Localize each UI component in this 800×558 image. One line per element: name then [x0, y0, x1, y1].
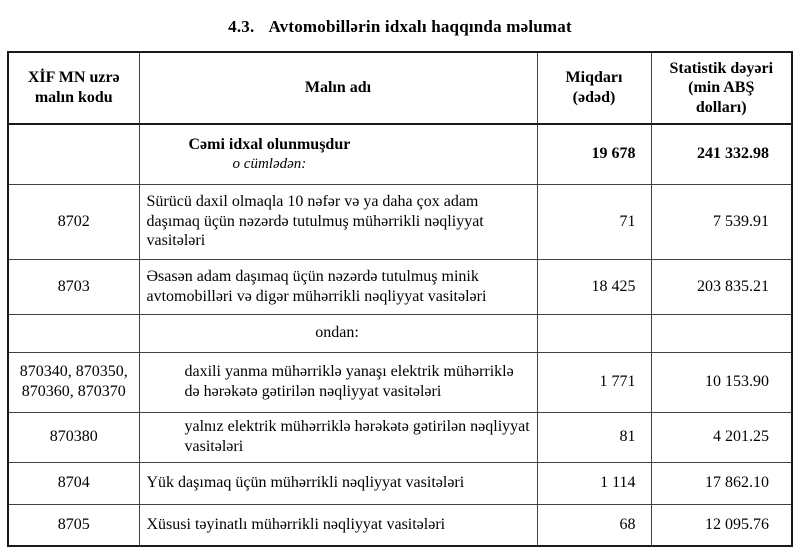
total-sublabel: o cümlədən: — [232, 155, 307, 172]
cell-value: 203 835.21 — [650, 258, 793, 315]
total-label-group: Cəmi idxal olunmuşdur o cümlədən: — [189, 135, 351, 173]
header-value-column: Statistik dəyəri (min ABŞ dolları) — [650, 51, 793, 125]
table-row-8702: 8702 Sürücü daxil olmaqla 10 nəfər və ya… — [7, 183, 793, 260]
cell-value: 241 332.98 — [650, 123, 793, 185]
table-row-total: Cəmi idxal olunmuşdur o cümlədən: 19 678… — [7, 123, 793, 185]
cell-value — [650, 313, 793, 353]
cell-value: 17 862.10 — [650, 461, 793, 505]
table-row-8703: 8703 Əsasən adam daşımaq üçün nəzərdə tu… — [7, 258, 793, 315]
cell-code: 8704 — [7, 461, 140, 505]
table-header-row: XİF MN uzrə malın kodu Malın adı Miqdarı… — [7, 51, 793, 125]
cell-quantity: 68 — [536, 503, 652, 547]
header-quantity-column: Miqdarı (ədəd) — [536, 51, 652, 125]
table-row-8705: 8705 Xüsusi təyinatlı mühərrikli nəqliyy… — [7, 503, 793, 547]
cell-code — [7, 123, 140, 185]
cell-value: 12 095.76 — [650, 503, 793, 547]
cell-name: daxili yanma mühərriklə yanaşı elektrik … — [138, 351, 538, 413]
cell-quantity — [536, 313, 652, 353]
cell-quantity: 81 — [536, 411, 652, 463]
cell-name: Sürücü daxil olmaqla 10 nəfər və ya daha… — [138, 183, 538, 260]
total-label: Cəmi idxal olunmuşdur — [188, 136, 351, 154]
section-title-text: Avtomobillərin idxalı haqqında məlumat — [268, 17, 572, 36]
cell-code: 870340, 870350, 870360, 870370 — [7, 351, 140, 413]
cell-name: ondan: — [138, 313, 538, 353]
cell-code — [7, 313, 140, 353]
cell-value: 10 153.90 — [650, 351, 793, 413]
cell-code: 8705 — [7, 503, 140, 547]
table-row-hybrid-codes: 870340, 870350, 870360, 870370 daxili ya… — [7, 351, 793, 413]
table-row-ondan: ondan: — [7, 313, 793, 353]
cell-name: Əsasən adam daşımaq üçün nəzərdə tutulmu… — [138, 258, 538, 315]
cell-quantity: 71 — [536, 183, 652, 260]
cell-code: 8702 — [7, 183, 140, 260]
cell-value: 4 201.25 — [650, 411, 793, 463]
section-title: 4.3. Avtomobillərin idxalı haqqında məlum… — [0, 0, 800, 37]
cell-quantity: 1 771 — [536, 351, 652, 413]
car-imports-table: XİF MN uzrə malın kodu Malın adı Miqdarı… — [7, 51, 793, 547]
section-number: 4.3. — [228, 17, 255, 36]
cell-value: 7 539.91 — [650, 183, 793, 260]
table-row-8704: 8704 Yük daşımaq üçün mühərrikli nəqliyy… — [7, 461, 793, 505]
cell-name: Xüsusi təyinatlı mühərrikli nəqliyyat va… — [138, 503, 538, 547]
header-name-column: Malın adı — [138, 51, 538, 125]
cell-code: 8703 — [7, 258, 140, 315]
cell-quantity: 19 678 — [536, 123, 652, 185]
cell-code: 870380 — [7, 411, 140, 463]
cell-name: Yük daşımaq üçün mühərrikli nəqliyyat va… — [138, 461, 538, 505]
cell-name: Cəmi idxal olunmuşdur o cümlədən: — [138, 123, 538, 185]
cell-name: yalnız elektrik mühərriklə hərəkətə gəti… — [138, 411, 538, 463]
cell-quantity: 1 114 — [536, 461, 652, 505]
cell-quantity: 18 425 — [536, 258, 652, 315]
header-code-column: XİF MN uzrə malın kodu — [7, 51, 140, 125]
table-row-870380: 870380 yalnız elektrik mühərriklə hərəkə… — [7, 411, 793, 463]
